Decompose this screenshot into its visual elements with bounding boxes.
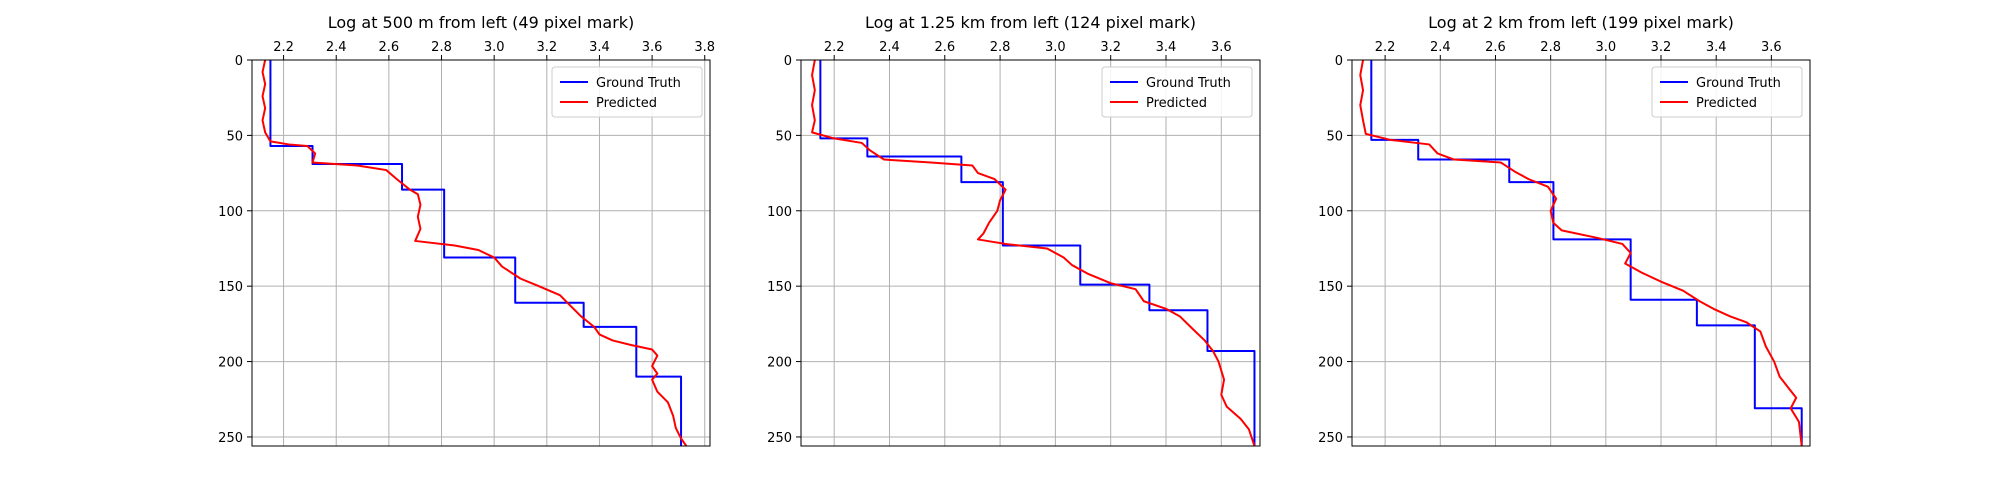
plot-frame bbox=[1351, 59, 1811, 447]
legend-label-ground-truth: Ground Truth bbox=[1146, 76, 1231, 91]
x-tick-label: 2.8 bbox=[1540, 40, 1561, 55]
x-tick-label: 3.6 bbox=[1761, 40, 1782, 55]
y-tick-label: 150 bbox=[767, 280, 792, 295]
chart-panel-3: 2.2 2.4 2.6 2.8 3.0 3.2 3.4 3.6 0 50 100 150 200 250 L… bbox=[1318, 13, 1811, 447]
y-tick-label: 150 bbox=[1318, 280, 1343, 295]
grid bbox=[252, 59, 710, 446]
x-tick-label: 3.6 bbox=[1211, 40, 1232, 55]
y-tick-label: 250 bbox=[218, 431, 243, 446]
grid bbox=[801, 59, 1260, 446]
x-tick-label: 2.2 bbox=[1375, 40, 1396, 55]
legend-label-ground-truth: Ground Truth bbox=[596, 76, 681, 91]
x-tick-label: 3.2 bbox=[1651, 40, 1672, 55]
legend: Ground Truth Predicted bbox=[551, 66, 703, 118]
y-tick-label: 100 bbox=[218, 205, 243, 220]
legend-box bbox=[1101, 66, 1253, 118]
y-tick-label: 250 bbox=[767, 431, 792, 446]
legend-label-predicted: Predicted bbox=[596, 96, 657, 111]
chart-panel-2: 2.2 2.4 2.6 2.8 3.0 3.2 3.4 3.6 0 50 100 150 200 250 L… bbox=[767, 13, 1261, 447]
x-tick-label: 3.2 bbox=[536, 40, 557, 55]
legend-box bbox=[551, 66, 703, 118]
ground-truth-line bbox=[1370, 60, 1803, 446]
x-tick-label: 2.6 bbox=[379, 40, 400, 55]
x-tick-label: 2.8 bbox=[990, 40, 1011, 55]
x-tick-label: 2.4 bbox=[326, 40, 347, 55]
x-tick-label: 3.0 bbox=[1595, 40, 1616, 55]
y-tick-label: 100 bbox=[1318, 205, 1343, 220]
x-tick-label: 2.2 bbox=[273, 40, 294, 55]
y-tick-label: 0 bbox=[235, 54, 243, 69]
y-tick-label: 200 bbox=[767, 356, 792, 371]
y-tick-label: 200 bbox=[1318, 356, 1343, 371]
predicted-line bbox=[261, 60, 688, 446]
series-group bbox=[261, 60, 688, 446]
predicted-line bbox=[1359, 60, 1803, 446]
chart-panel-1: 2.2 2.4 2.6 2.8 3.0 3.2 3.4 3.6 3.8 0 50 100 150 200 2… bbox=[218, 13, 715, 447]
series-group bbox=[811, 60, 1256, 446]
x-tick-label: 2.6 bbox=[1485, 40, 1506, 55]
legend: Ground Truth Predicted bbox=[1651, 66, 1803, 118]
chart-title: Log at 500 m from left (49 pixel mark) bbox=[328, 13, 635, 32]
grid bbox=[1352, 59, 1810, 446]
x-tick-label: 3.4 bbox=[1706, 40, 1727, 55]
x-tick-label: 3.2 bbox=[1100, 40, 1121, 55]
x-tick-label: 3.0 bbox=[1045, 40, 1066, 55]
legend-box bbox=[1651, 66, 1803, 118]
x-tick-label: 2.4 bbox=[879, 40, 900, 55]
chart-title: Log at 1.25 km from left (124 pixel mark… bbox=[865, 13, 1196, 32]
plot-frame bbox=[800, 59, 1261, 447]
y-tick-label: 100 bbox=[767, 205, 792, 220]
x-tick-label: 3.6 bbox=[642, 40, 663, 55]
x-tick-label: 2.6 bbox=[934, 40, 955, 55]
x-tick-label: 2.2 bbox=[824, 40, 845, 55]
legend-label-ground-truth: Ground Truth bbox=[1696, 76, 1781, 91]
y-tick-label: 50 bbox=[1326, 129, 1343, 144]
predicted-line bbox=[811, 60, 1256, 446]
legend: Ground Truth Predicted bbox=[1101, 66, 1253, 118]
x-tick-label: 3.8 bbox=[694, 40, 715, 55]
legend-label-predicted: Predicted bbox=[1146, 96, 1207, 111]
x-tick-label: 3.4 bbox=[1156, 40, 1177, 55]
x-tick-label: 3.0 bbox=[484, 40, 505, 55]
plot-frame bbox=[251, 59, 711, 447]
y-tick-label: 50 bbox=[775, 129, 792, 144]
y-tick-label: 0 bbox=[1335, 54, 1343, 69]
y-tick-label: 150 bbox=[218, 280, 243, 295]
chart-title: Log at 2 km from left (199 pixel mark) bbox=[1428, 13, 1734, 32]
x-tick-label: 2.8 bbox=[431, 40, 452, 55]
legend-label-predicted: Predicted bbox=[1696, 96, 1757, 111]
x-tick-label: 2.4 bbox=[1430, 40, 1451, 55]
y-tick-label: 0 bbox=[784, 54, 792, 69]
y-tick-label: 50 bbox=[226, 129, 243, 144]
y-tick-label: 200 bbox=[218, 356, 243, 371]
series-group bbox=[1359, 60, 1803, 446]
x-tick-label: 3.4 bbox=[589, 40, 610, 55]
ground-truth-line bbox=[819, 60, 1256, 446]
y-tick-label: 250 bbox=[1318, 431, 1343, 446]
ground-truth-line bbox=[269, 60, 683, 446]
